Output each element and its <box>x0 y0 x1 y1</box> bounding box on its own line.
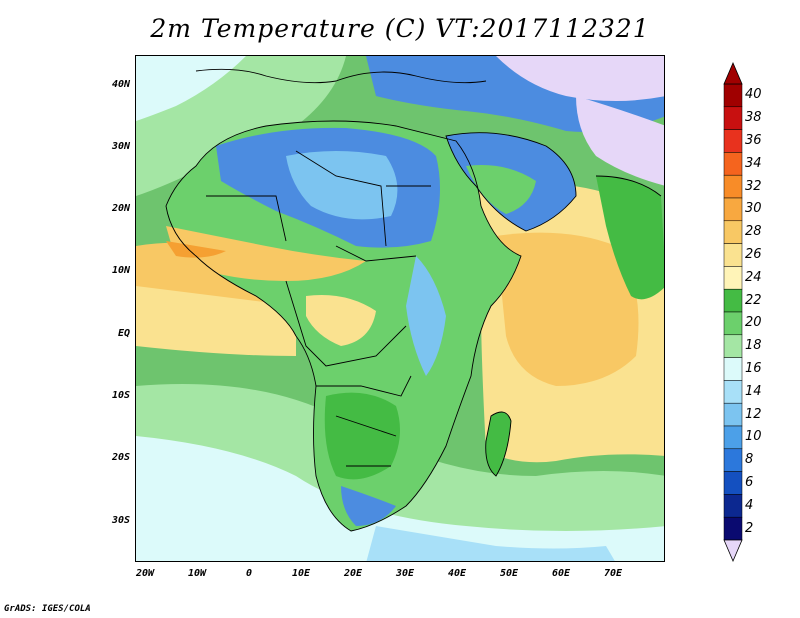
map-title: 2m Temperature (C) VT:2017112321 <box>150 14 650 43</box>
colorbar-swatch <box>723 471 743 495</box>
lon-label-10w: 10W <box>187 568 207 579</box>
colorbar-swatch <box>723 357 743 381</box>
colorbar-tick-label: 30 <box>745 201 762 217</box>
temperature-field <box>136 56 664 561</box>
grads-credit: GrADS: IGES/COLA <box>4 604 91 614</box>
lat-label-eq: EQ <box>117 328 130 339</box>
colorbar-tick-label: 22 <box>745 292 762 308</box>
colorbar-swatch <box>723 425 743 450</box>
lat-label-10n: 10N <box>111 265 130 276</box>
lat-label-10s: 10S <box>111 390 130 401</box>
colorbar-tick-label: 36 <box>745 133 762 148</box>
colorbar-tick-label: 34 <box>745 155 762 171</box>
colorbar-swatch <box>723 402 743 427</box>
lat-label-30n: 30N <box>111 141 130 152</box>
colorbar-swatch <box>723 448 743 472</box>
colorbar-tick-label: 26 <box>745 247 762 262</box>
lon-label-70e: 70E <box>603 568 623 579</box>
colorbar-swatch <box>723 106 743 130</box>
colorbar-swatch <box>723 494 743 518</box>
colorbar-swatch <box>723 266 743 290</box>
colorbar-tick-label: 14 <box>745 383 762 399</box>
colorbar-swatch <box>723 334 743 358</box>
colorbar-swatch <box>723 380 743 404</box>
colorbar-tick-label: 12 <box>745 406 762 422</box>
lon-label-30e: 30E <box>395 568 415 579</box>
colorbar-swatch <box>723 83 743 108</box>
colorbar-tick-label: 20 <box>745 315 762 331</box>
colorbar-swatch <box>723 174 743 199</box>
colorbar-top-arrow <box>723 62 743 85</box>
colorbar-tick-label: 2 <box>745 520 754 536</box>
colorbar-tick-label: 4 <box>745 497 754 513</box>
colorbar-swatch <box>723 129 743 153</box>
colorbar-bottom-arrow <box>723 539 743 562</box>
colorbar-swatch <box>723 220 743 244</box>
lon-label-60e: 60E <box>551 568 571 579</box>
lon-label-0: 0 <box>245 568 253 579</box>
colorbar-tick-label: 10 <box>745 429 762 445</box>
colorbar-tick-label: 18 <box>745 338 762 354</box>
colorbar-tick-label: 32 <box>745 178 762 194</box>
colorbar-tick-label: 24 <box>745 269 762 285</box>
colorbar <box>723 62 743 562</box>
lat-label-40n: 40N <box>111 79 130 90</box>
lat-label-20s: 20S <box>111 452 130 463</box>
colorbar-swatch <box>723 516 743 541</box>
lon-label-50e: 50E <box>499 568 519 579</box>
colorbar-tick-label: 16 <box>745 361 762 376</box>
lat-label-30s: 30S <box>111 515 130 526</box>
colorbar-tick-label: 40 <box>745 87 762 103</box>
colorbar-tick-label: 38 <box>745 110 762 126</box>
colorbar-swatch <box>723 311 743 336</box>
lon-label-10e: 10E <box>291 568 311 579</box>
colorbar-tick-label: 8 <box>745 452 754 468</box>
colorbar-tick-label: 28 <box>745 224 762 240</box>
lon-label-40e: 40E <box>447 568 467 579</box>
lat-label-20n: 20N <box>111 203 130 214</box>
colorbar-swatch <box>723 197 743 222</box>
colorbar-swatch <box>723 243 743 267</box>
lon-label-20e: 20E <box>343 568 363 579</box>
colorbar-tick-label: 6 <box>745 475 754 490</box>
temperature-map <box>135 55 665 562</box>
lon-label-20w: 20W <box>135 568 155 579</box>
colorbar-swatch <box>723 152 743 176</box>
colorbar-swatch <box>723 288 743 313</box>
